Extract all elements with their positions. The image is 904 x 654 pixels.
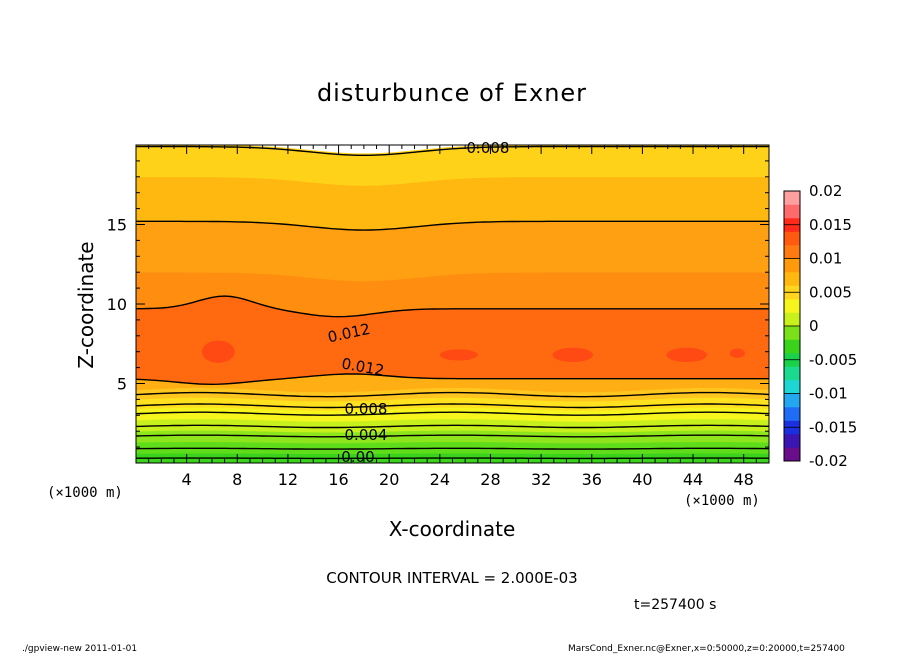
colorbar-tick-label: 0.005: [809, 283, 852, 301]
colorbar-swatch: [784, 299, 800, 313]
colorbar-swatch: [784, 407, 800, 421]
y-tick-label: 5: [117, 375, 127, 394]
x-tick-label: 40: [632, 470, 652, 489]
contour-lines: [136, 145, 769, 460]
peak-cell: [439, 349, 478, 361]
contour-label: 0.008: [467, 139, 510, 157]
colorbar: 0.02 0.015 0.01 0.005 0 -0.005 -0.01 -0.015 -0.0…: [783, 182, 857, 470]
footer-right: MarsCond_Exner.nc@Exner,x=0:50000,z=0:20…: [568, 644, 845, 654]
time-label: t=257400 s: [634, 597, 716, 613]
contour-line: [136, 373, 769, 386]
contour-line: [136, 391, 769, 398]
x-tick-label: 4: [182, 470, 192, 489]
filled-contours: [136, 145, 769, 463]
colorbar-swatch: [784, 245, 800, 259]
contour-line: [136, 411, 769, 416]
peak-cell: [729, 348, 745, 359]
x-tick-label: 32: [531, 470, 551, 489]
x-tick-label: 20: [379, 470, 399, 489]
fill-band: [136, 145, 769, 186]
colorbar-tick-label: 0.015: [809, 216, 852, 234]
contour-label: 0.00: [341, 448, 374, 466]
x-unit-left: (×1000 m): [47, 485, 123, 501]
contour-line: [136, 434, 769, 438]
x-tick-label: 48: [734, 470, 754, 489]
x-tick-label: 28: [480, 470, 500, 489]
x-tick-label: 44: [683, 470, 703, 489]
x-tick-label: 12: [278, 470, 298, 489]
colorbar-tick-label: -0.01: [809, 385, 848, 403]
colorbar-tick-label: -0.005: [809, 351, 857, 369]
contour-line: [136, 220, 769, 231]
x-tick-label: 8: [232, 470, 242, 489]
y-axis-ticks: 5 10 15: [107, 144, 769, 464]
colorbar-swatch: [784, 191, 800, 205]
contour-label: 0.008: [345, 400, 388, 418]
peak-cell: [552, 347, 594, 363]
x-tick-label: 24: [430, 470, 450, 489]
colorbar-swatch: [784, 204, 800, 219]
colorbar-tick-label: -0.015: [809, 418, 857, 436]
y-tick-label: 10: [107, 295, 127, 314]
fill-band: [136, 429, 769, 444]
contour-line: [136, 403, 769, 409]
colorbar-swatch: [784, 272, 800, 286]
colorbar-swatch: [784, 326, 800, 340]
x-axis-ticks: 4 8 12 16 20 24 28 32 36 40 44 48: [135, 145, 770, 489]
contour-interval-note: CONTOUR INTERVAL = 2.000E-03: [326, 569, 577, 587]
contour-line: [136, 424, 769, 429]
colorbar-swatch: [784, 380, 800, 394]
colorbar-swatch: [784, 258, 800, 273]
peak-cell: [666, 347, 707, 363]
contour-line: [136, 447, 769, 450]
peak-cell: [201, 340, 235, 363]
colorbar-swatch: [784, 231, 800, 246]
colorbar-swatch: [784, 393, 800, 408]
footer-left: ./gpview-new 2011-01-01: [22, 644, 137, 654]
contour-label: 0.004: [345, 426, 388, 444]
y-axis-label: Z-coordinate: [74, 241, 98, 368]
colorbar-swatch: [784, 434, 800, 448]
colorbar-swatch: [784, 447, 800, 462]
colorbar-swatch: [784, 312, 800, 327]
fill-band: [136, 221, 769, 282]
colorbar-swatch: [784, 366, 800, 381]
colorbar-swatch: [784, 339, 800, 354]
x-unit-right: (×1000 m): [684, 493, 760, 509]
chart-title: disturbunce of Exner: [317, 79, 587, 107]
x-tick-label: 36: [582, 470, 602, 489]
colorbar-tick-label: -0.02: [809, 452, 848, 470]
x-tick-label: 16: [328, 470, 348, 489]
colorbar-tick-label: 0.02: [809, 182, 842, 200]
y-tick-label: 15: [107, 216, 127, 235]
colorbar-tick-label: 0.01: [809, 250, 842, 268]
contour-line: [136, 295, 769, 318]
colorbar-tick-label: 0: [809, 317, 819, 335]
x-axis-label: X-coordinate: [389, 517, 516, 541]
